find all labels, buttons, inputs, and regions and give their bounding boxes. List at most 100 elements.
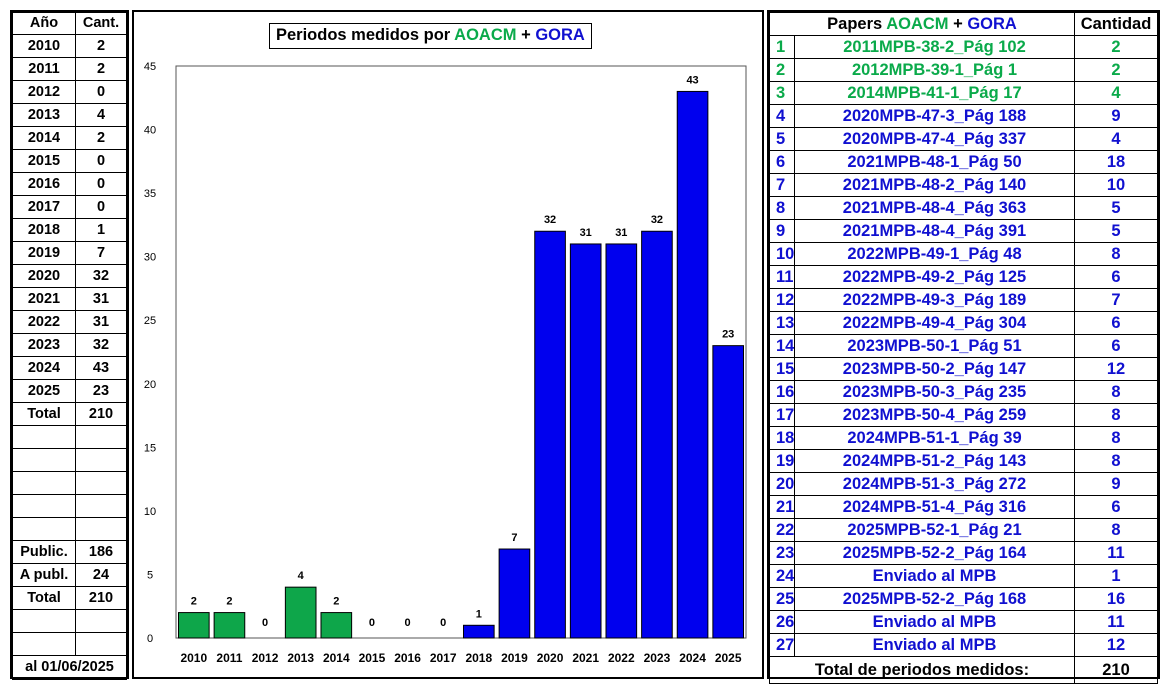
papers-column-header: Papers AOACM + GORA — [769, 12, 1075, 36]
chart-title-aoacm: AOACM — [454, 26, 517, 44]
paper-number: 17 — [769, 403, 795, 427]
count-cell: 2 — [75, 126, 127, 150]
paper-number: 19 — [769, 449, 795, 473]
paper-reference: 2014MPB-41-1_Pág 17 — [794, 81, 1075, 105]
papers-total-row: Total de periodos medidos: 210 — [769, 656, 1158, 684]
x-tick-label: 2014 — [323, 651, 350, 665]
y-tick-label: 20 — [144, 379, 156, 391]
y-tick-label: 25 — [144, 315, 156, 327]
year-column-header: Año — [12, 12, 76, 35]
x-tick-label: 2012 — [252, 651, 279, 665]
paper-row: 8 2021MPB-48-4_Pág 363 5 — [769, 196, 1158, 220]
year-cell: 2025 — [12, 379, 76, 403]
empty-row — [12, 632, 127, 656]
paper-reference: Enviado al MPB — [794, 633, 1075, 657]
paper-row: 3 2014MPB-41-1_Pág 17 4 — [769, 81, 1158, 105]
count-cell: 0 — [75, 195, 127, 219]
paper-reference: 2022MPB-49-2_Pág 125 — [794, 265, 1075, 289]
y-tick-label: 35 — [144, 188, 156, 200]
paper-number: 3 — [769, 81, 795, 105]
x-tick-label: 2018 — [465, 651, 492, 665]
bar-value-label: 31 — [580, 227, 592, 239]
paper-reference: 2021MPB-48-1_Pág 50 — [794, 150, 1075, 174]
year-cell: 2023 — [12, 333, 76, 357]
paper-number: 4 — [769, 104, 795, 128]
x-tick-label: 2017 — [430, 651, 457, 665]
published-label: Public. — [12, 540, 76, 564]
paper-number: 2 — [769, 58, 795, 82]
paper-row: 1 2011MPB-38-2_Pág 102 2 — [769, 35, 1158, 59]
paper-quantity: 6 — [1074, 495, 1158, 519]
bar-value-label: 0 — [440, 617, 446, 629]
empty-cell — [75, 632, 127, 656]
paper-quantity: 7 — [1074, 288, 1158, 312]
bar-value-label: 2 — [226, 596, 232, 608]
bar-chart: 0510152025303540452201022011020124201322… — [144, 61, 747, 665]
bar — [569, 243, 602, 639]
bar-value-label: 23 — [722, 329, 734, 341]
chart-title-gora: GORA — [535, 26, 585, 44]
paper-quantity: 6 — [1074, 311, 1158, 335]
bar — [213, 612, 246, 639]
year-row: 2019 7 — [12, 241, 127, 265]
to-publish-label: A publ. — [12, 563, 76, 587]
paper-row: 12 2022MPB-49-3_Pág 189 7 — [769, 288, 1158, 312]
paper-quantity: 9 — [1074, 472, 1158, 496]
chart-panel: 0 5 10 15 20 25 30 35 40 45 2 2010 2 2011 0 2012 4 2013 2 2… — [132, 10, 764, 679]
paper-number: 5 — [769, 127, 795, 151]
year-row: 2021 31 — [12, 287, 127, 311]
year-table: Año Cant. 2010 2 2011 2 2012 0 2013 4 2014 2 … — [12, 12, 127, 680]
bar — [676, 90, 709, 639]
paper-row: 27 Enviado al MPB 12 — [769, 633, 1158, 657]
year-row: 2016 0 — [12, 172, 127, 196]
paper-row: 4 2020MPB-47-3_Pág 188 9 — [769, 104, 1158, 128]
y-tick-label: 0 — [147, 633, 153, 645]
to-publish-value: 24 — [75, 563, 127, 587]
empty-cell — [75, 425, 127, 449]
count-cell: 31 — [75, 287, 127, 311]
y-tick-label: 10 — [144, 506, 156, 518]
empty-cell — [75, 471, 127, 495]
bar — [177, 612, 210, 639]
year-table-panel: Año Cant. 2010 2 2011 2 2012 0 2013 4 2014 2 … — [10, 10, 129, 680]
empty-cell — [12, 609, 76, 633]
paper-reference: 2023MPB-50-2_Pág 147 — [794, 357, 1075, 381]
year-row: 2024 43 — [12, 356, 127, 380]
paper-reference: 2012MPB-39-1_Pág 1 — [794, 58, 1075, 82]
empty-row — [12, 517, 127, 541]
paper-quantity: 12 — [1074, 357, 1158, 381]
paper-quantity: 11 — [1074, 610, 1158, 634]
paper-row: 22 2025MPB-52-1_Pág 21 8 — [769, 518, 1158, 542]
year-row: 2017 0 — [12, 195, 127, 219]
count-cell: 7 — [75, 241, 127, 265]
paper-number: 16 — [769, 380, 795, 404]
bar-value-label: 32 — [651, 214, 663, 226]
year-cell: 2021 — [12, 287, 76, 311]
paper-quantity: 2 — [1074, 58, 1158, 82]
paper-reference: 2025MPB-52-1_Pág 21 — [794, 518, 1075, 542]
year-cell: 2022 — [12, 310, 76, 334]
paper-number: 13 — [769, 311, 795, 335]
x-tick-label: 2024 — [679, 651, 706, 665]
published-row: Public. 186 — [12, 540, 127, 564]
x-tick-label: 2019 — [501, 651, 528, 665]
paper-quantity: 18 — [1074, 150, 1158, 174]
year-cell: 2018 — [12, 218, 76, 242]
empty-cell — [12, 425, 76, 449]
empty-cell — [75, 517, 127, 541]
count-cell: 43 — [75, 356, 127, 380]
year-table-header: Año Cant. — [12, 12, 127, 35]
bar-value-label: 0 — [405, 617, 411, 629]
year-cell: 2016 — [12, 172, 76, 196]
paper-reference: 2021MPB-48-4_Pág 363 — [794, 196, 1075, 220]
x-tick-label: 2011 — [216, 651, 242, 665]
x-tick-label: 2016 — [394, 651, 421, 665]
paper-reference: 2023MPB-50-4_Pág 259 — [794, 403, 1075, 427]
paper-reference: 2020MPB-47-3_Pág 188 — [794, 104, 1075, 128]
empty-cell — [12, 632, 76, 656]
papers-header-aoacm: AOACM — [886, 14, 949, 33]
paper-row: 19 2024MPB-51-2_Pág 143 8 — [769, 449, 1158, 473]
x-tick-label: 2013 — [287, 651, 314, 665]
paper-number: 18 — [769, 426, 795, 450]
paper-quantity: 1 — [1074, 564, 1158, 588]
